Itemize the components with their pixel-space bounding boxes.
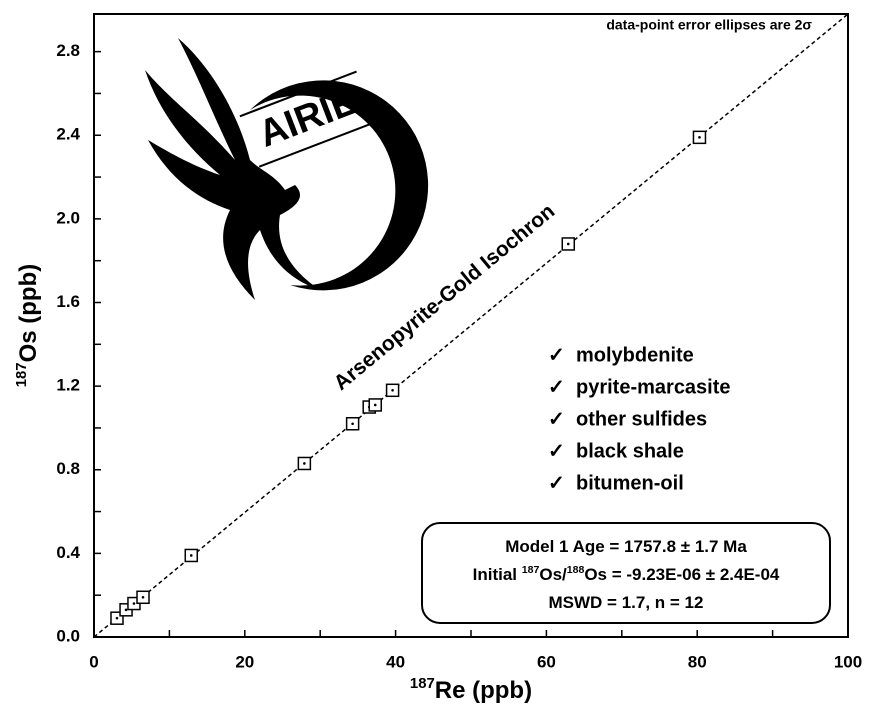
text-part: Re (ppb) [435,677,532,704]
x-tick-label: 20 [235,652,254,671]
check-item: pyrite-marcasite [576,376,731,398]
y-tick-label: 2.0 [56,208,80,227]
y-tick-label: 2.4 [56,125,80,144]
y-tick-label: 0.0 [56,626,80,645]
y-tick-label: 0.8 [56,459,80,478]
data-point-center [141,595,145,599]
result-box [421,522,831,624]
data-point-center [132,602,136,605]
data-point-center [351,422,354,426]
data-point-center [698,136,701,139]
superscript: 187 [410,676,435,692]
x-tick-label: 100 [834,652,862,671]
y-axis-label: 187Os (ppb) [14,264,42,387]
result-line: Initial 187Os/188Os = -9.23E-06 ± 2.4E-0… [473,564,780,585]
x-tick-label: 80 [688,652,707,671]
data-point-center [566,242,570,246]
logo-rule [239,70,357,118]
check-item: black shale [576,440,684,462]
check-item: molybdenite [576,344,694,366]
text-part: Initial [473,565,522,584]
y-tick-label: 2.8 [56,41,80,60]
data-point-center [124,608,128,612]
check-item: other sulfides [576,408,707,430]
data-point-center [115,616,119,620]
result-line: Model 1 Age = 1757.8 ± 1.7 Ma [505,537,747,556]
superscript: 187 [522,564,540,576]
x-axis-label: 187Re (ppb) [410,676,532,704]
isochron-line [93,13,849,638]
data-point-center [303,462,306,465]
data-point-center [373,403,377,407]
text-part: Os (ppb) [15,264,42,363]
logo: AIRIE [145,38,429,300]
y-tick-label: 1.6 [56,292,80,311]
data-point-center [391,389,394,392]
isochron-label: Arsenopyrite-Gold Isochron [330,200,560,395]
text-part: Os/ [539,565,567,584]
logo-ring [250,80,429,291]
x-tick-label: 0 [89,652,98,671]
check-mark: ✓ [548,376,565,398]
check-mark: ✓ [548,472,565,494]
logo-rule [258,120,377,168]
x-tick-label: 60 [537,652,556,671]
check-item: bitumen-oil [576,472,684,494]
result-line: MSWD = 1.7, n = 12 [549,593,704,612]
text-part: Model 1 Age = 1757.8 ± 1.7 Ma [505,537,747,556]
logo-bird [145,38,320,300]
superscript: 187 [14,362,30,387]
y-tick-label: 0.4 [56,543,80,562]
x-tick-label: 40 [386,652,405,671]
data-point-center [189,554,193,557]
check-mark: ✓ [548,408,565,430]
check-mark: ✓ [548,440,565,462]
text-part: Os = -9.23E-06 ± 2.4E-04 [584,565,780,584]
annotation: data-point error ellipses are 2σ [606,17,812,33]
text-part: MSWD = 1.7, n = 12 [549,593,704,612]
check-mark: ✓ [548,344,565,366]
superscript: 188 [567,564,585,576]
y-tick-label: 1.2 [56,376,80,395]
